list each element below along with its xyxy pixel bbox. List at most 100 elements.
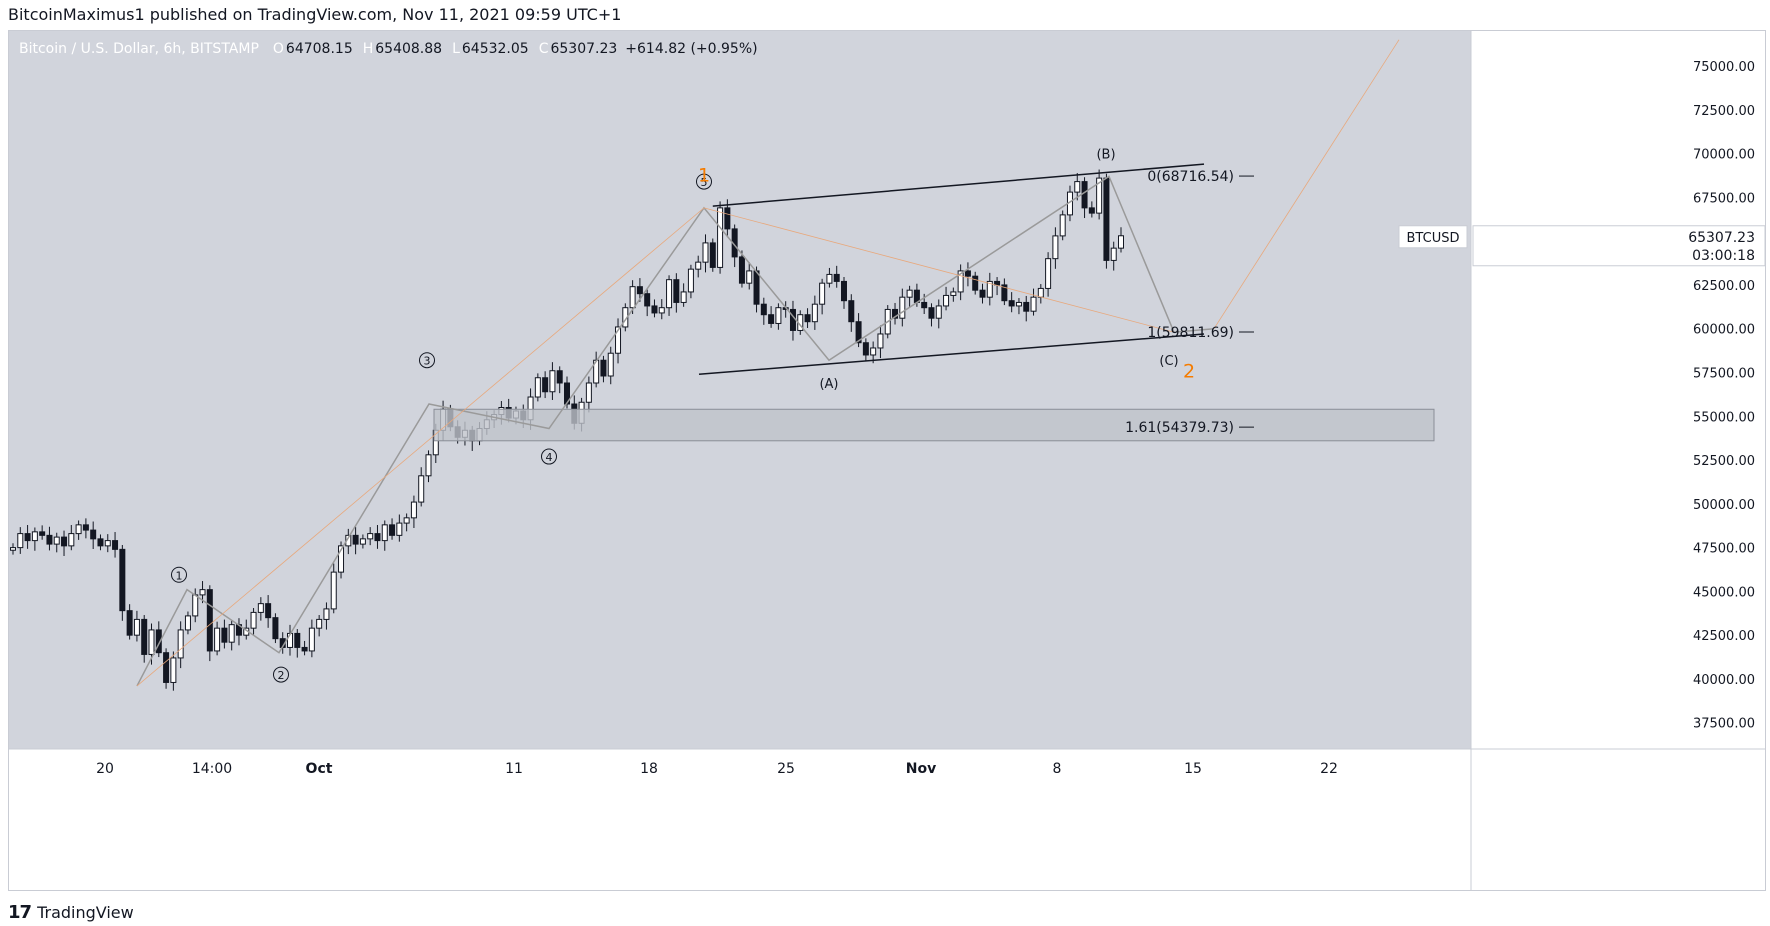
candle-body bbox=[1030, 296, 1037, 312]
time-tick-label: 15 bbox=[1184, 761, 1202, 777]
impulse-wave-label: 1 bbox=[176, 569, 183, 582]
candle-body bbox=[760, 303, 767, 316]
price-tick-label: 55000.00 bbox=[1693, 410, 1755, 425]
legend-symbol: Bitcoin / U.S. Dollar, 6h, BITSTAMP bbox=[19, 41, 259, 57]
legend-o-label: O bbox=[273, 41, 284, 57]
candle-body bbox=[330, 571, 337, 610]
candle-body bbox=[82, 524, 89, 531]
candle-body bbox=[804, 314, 811, 323]
candle-body bbox=[90, 529, 97, 540]
candle-body bbox=[170, 657, 177, 683]
candle-body bbox=[906, 289, 913, 298]
candle-body bbox=[403, 517, 410, 524]
candle-body bbox=[1110, 247, 1117, 261]
candle-body bbox=[1103, 177, 1110, 261]
candle-body bbox=[367, 533, 374, 540]
legend-h-label: H bbox=[363, 41, 374, 57]
time-tick-label: 22 bbox=[1320, 761, 1338, 777]
candle-body bbox=[935, 305, 942, 319]
price-tick-label: 72500.00 bbox=[1693, 104, 1755, 119]
candle-body bbox=[396, 522, 403, 536]
candle-body bbox=[680, 291, 687, 303]
candle-body bbox=[768, 314, 775, 324]
wave-guide-line bbox=[703, 207, 1175, 333]
candle-body bbox=[410, 501, 417, 519]
candle-body bbox=[75, 524, 82, 535]
chart-area[interactable]: 0(68716.54) 1(59811.69) 1.61(54379.73) 1 2 3 4… bbox=[8, 30, 1766, 891]
price-tick-label: 60000.00 bbox=[1693, 323, 1755, 338]
candle-body bbox=[702, 242, 709, 263]
candle-body bbox=[615, 326, 622, 354]
candle-body bbox=[600, 359, 607, 377]
time-tick-label: 11 bbox=[505, 761, 523, 777]
tradingview-logo-icon[interactable]: 17 bbox=[8, 902, 32, 923]
correction-wave-label: (A) bbox=[819, 377, 838, 392]
price-tick-label: 42500.00 bbox=[1693, 629, 1755, 644]
impulse-wave-marker bbox=[171, 566, 187, 583]
wave-1-label: 1 bbox=[698, 165, 710, 187]
candle-body bbox=[1059, 214, 1066, 237]
time-axis-background bbox=[9, 749, 1471, 890]
candle-body bbox=[1045, 258, 1052, 289]
candle-body bbox=[943, 294, 950, 307]
candle-body bbox=[972, 275, 979, 291]
candle-body bbox=[753, 270, 760, 305]
impulse-wave-label: 2 bbox=[278, 669, 285, 682]
candle-body bbox=[221, 627, 228, 643]
candle-body bbox=[272, 617, 279, 640]
price-chart[interactable]: 0(68716.54) 1(59811.69) 1.61(54379.73) 1 2 3 4… bbox=[9, 31, 1766, 891]
candle-body bbox=[775, 307, 782, 324]
legend-close: 65307.23 bbox=[550, 41, 617, 57]
legend-change: +614.82 (+0.95%) bbox=[625, 41, 757, 57]
candle-body bbox=[724, 207, 731, 230]
candle-body bbox=[1037, 287, 1044, 298]
candle-body bbox=[1001, 284, 1008, 302]
price-tick-label: 62500.00 bbox=[1693, 279, 1755, 294]
candle-body bbox=[206, 589, 213, 652]
candle-body bbox=[957, 270, 964, 293]
candle-body bbox=[964, 270, 971, 277]
last-price-box bbox=[1472, 225, 1765, 267]
ticker-tag-box bbox=[1398, 225, 1468, 249]
candle-body bbox=[986, 280, 993, 298]
candle-body bbox=[1023, 301, 1030, 312]
wave-2-label: 2 bbox=[1183, 361, 1195, 383]
candle-body bbox=[629, 286, 636, 309]
candle-body bbox=[141, 618, 148, 655]
candle-body bbox=[338, 545, 345, 573]
candle-body bbox=[163, 652, 170, 683]
candle-body bbox=[870, 347, 877, 356]
candle-body bbox=[133, 618, 140, 636]
candle-body bbox=[848, 300, 855, 323]
candle-body bbox=[636, 286, 643, 295]
candle-body bbox=[97, 538, 104, 547]
candle-body bbox=[855, 321, 862, 344]
candle-body bbox=[862, 342, 869, 356]
candle-body bbox=[359, 538, 366, 545]
plot-background bbox=[9, 31, 1471, 749]
candle-body bbox=[119, 548, 126, 612]
price-tick-label: 57500.00 bbox=[1693, 366, 1755, 381]
candle-body bbox=[709, 242, 716, 268]
price-tick-label: 40000.00 bbox=[1693, 673, 1755, 688]
candle-body bbox=[31, 531, 38, 542]
brand-name[interactable]: TradingView bbox=[37, 903, 134, 922]
currency-label: USD bbox=[1727, 40, 1755, 55]
fib-level-label: 1.61(54379.73) bbox=[1125, 420, 1234, 436]
candle-body bbox=[695, 261, 702, 270]
candle-body bbox=[112, 540, 119, 550]
channel-upper-line bbox=[712, 163, 1205, 207]
candle-body bbox=[53, 536, 60, 545]
candle-body bbox=[301, 646, 308, 652]
candle-body bbox=[644, 293, 651, 307]
candle-body bbox=[877, 333, 884, 349]
impulse-wave-marker bbox=[273, 666, 289, 683]
channel-lower-line bbox=[698, 333, 1205, 375]
candle-body bbox=[673, 279, 680, 303]
candle-body bbox=[1015, 301, 1022, 307]
candle-body bbox=[979, 289, 986, 298]
candle-body bbox=[61, 536, 68, 547]
candle-body bbox=[607, 352, 614, 377]
candle-body bbox=[651, 305, 658, 314]
price-tick-label: 75000.00 bbox=[1693, 60, 1755, 75]
